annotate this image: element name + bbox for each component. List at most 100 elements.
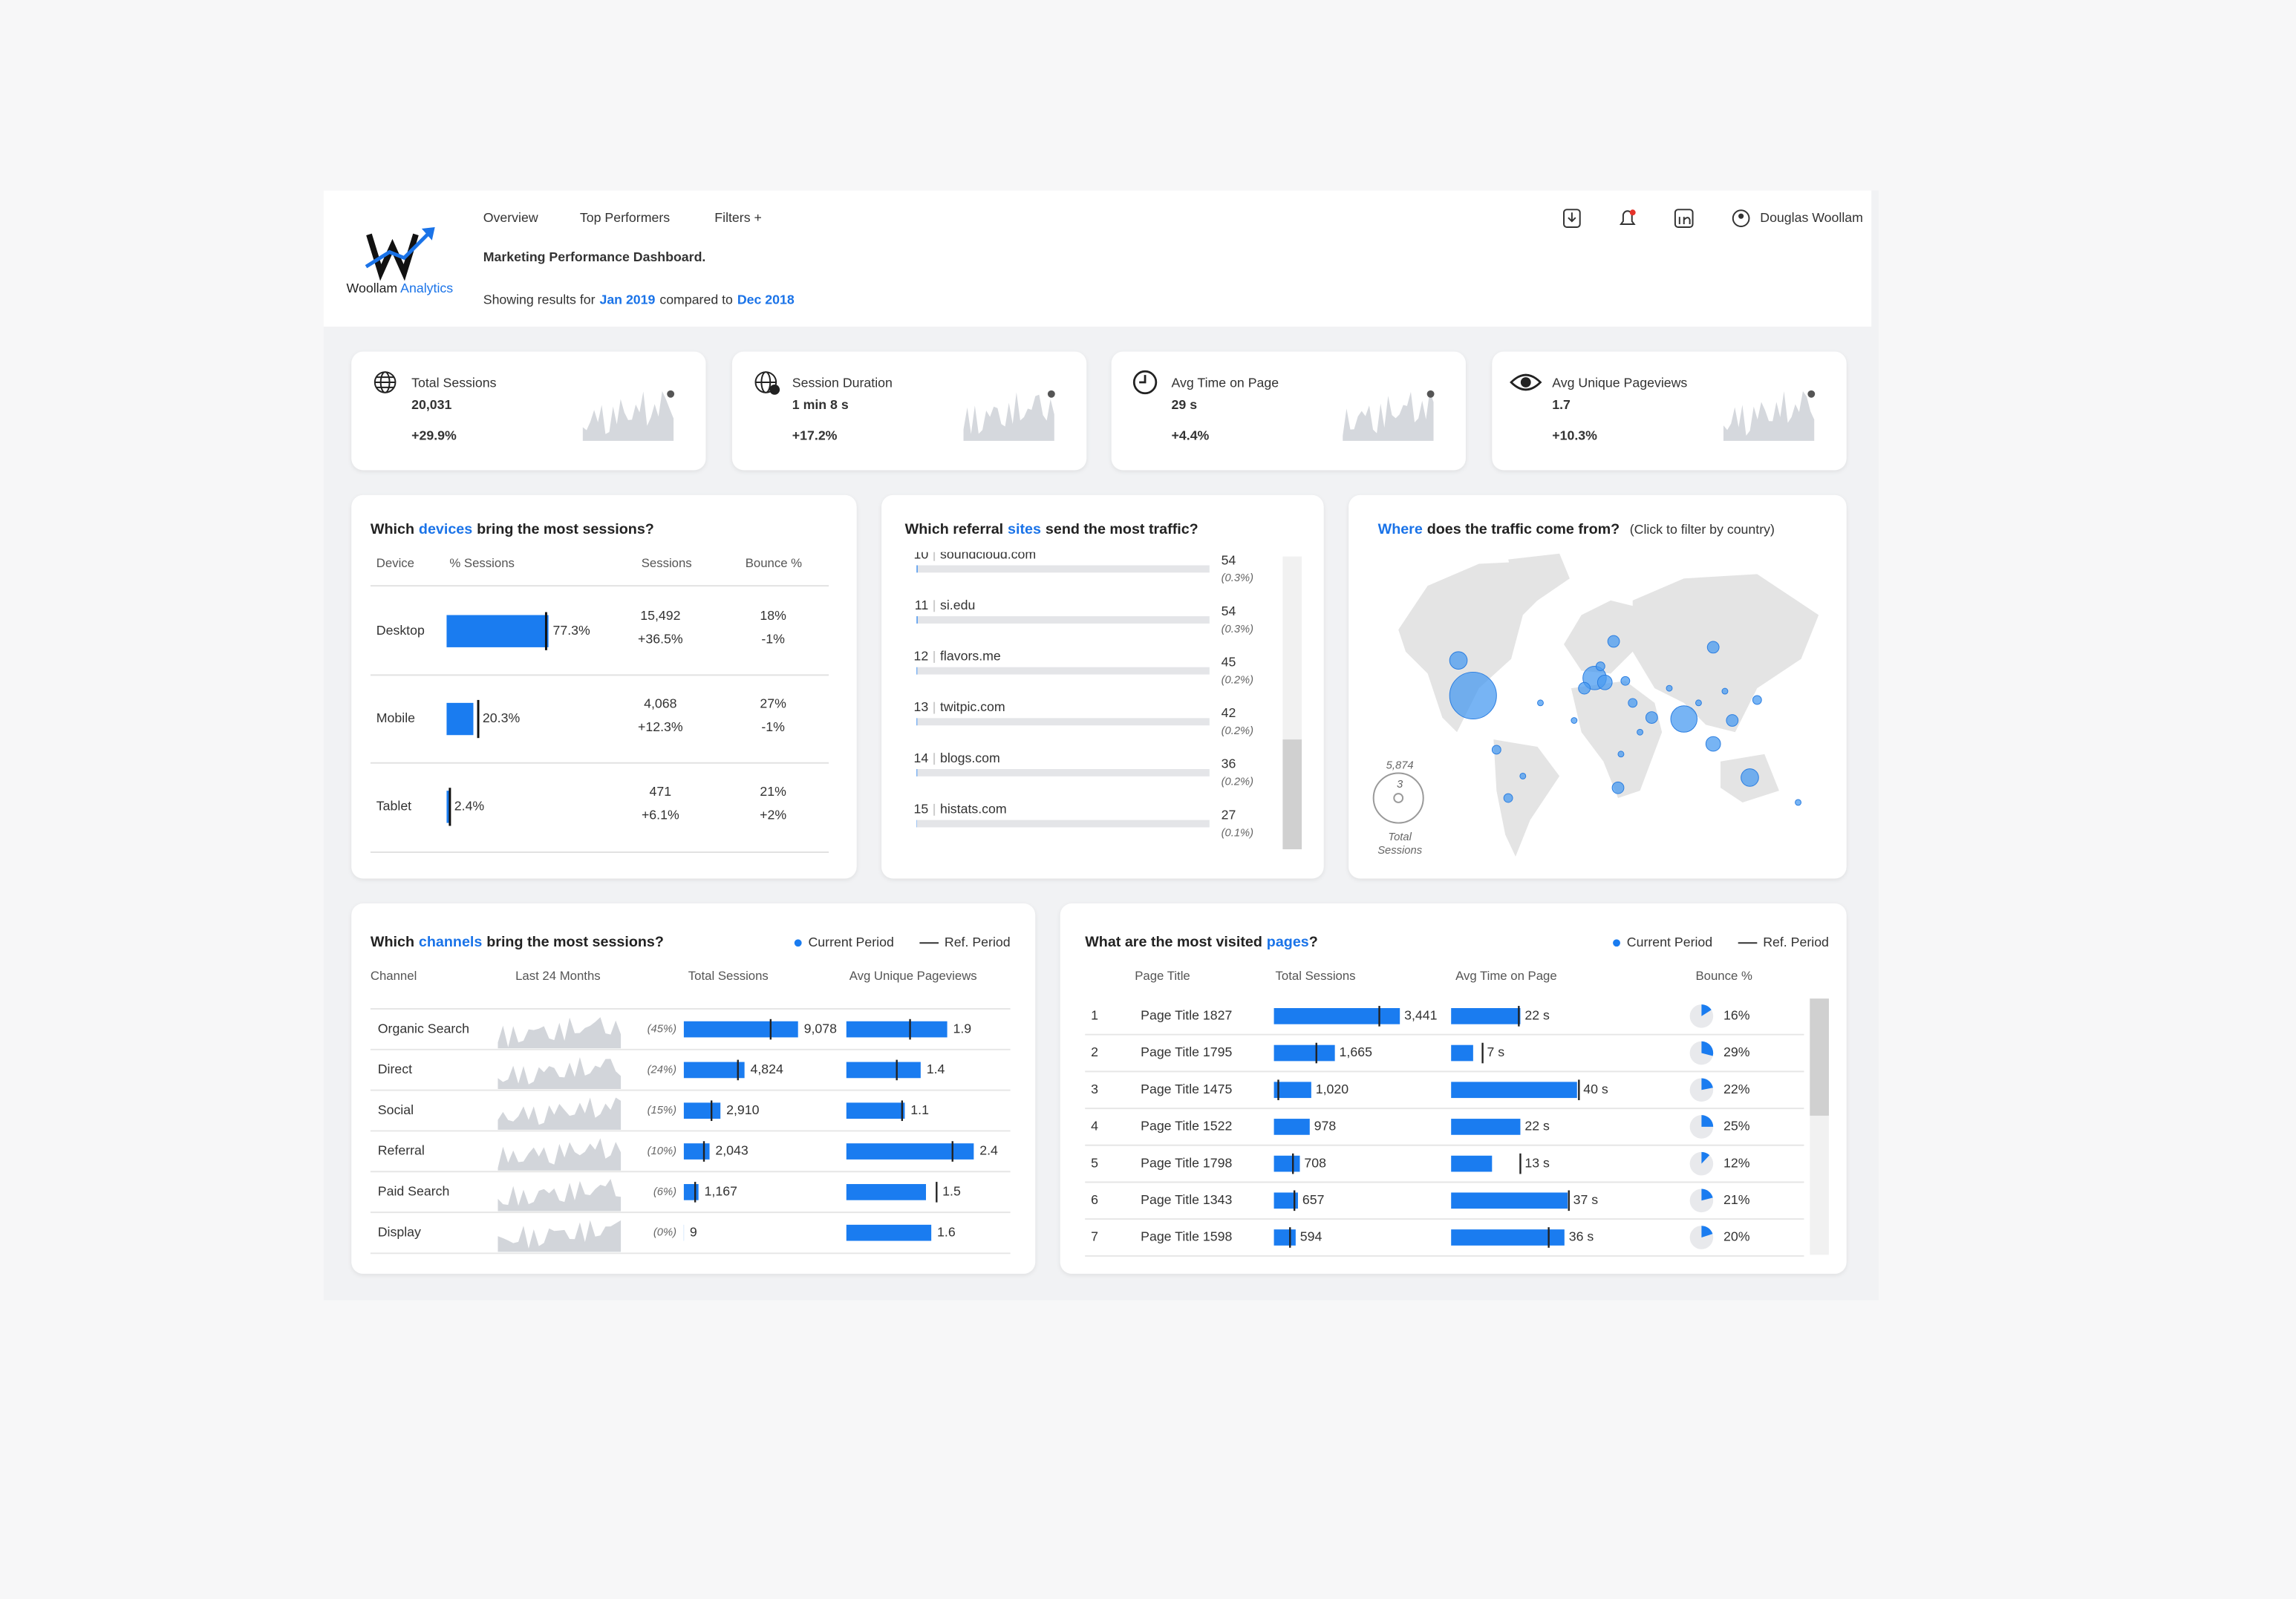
legend-current: Current Period: [809, 935, 894, 949]
column-header: Channel: [371, 969, 417, 983]
country-shape[interactable]: [1632, 574, 1819, 733]
bar-track: [916, 667, 1210, 675]
country-shape[interactable]: [1571, 681, 1663, 799]
pageviews-label: 1.1: [910, 1102, 929, 1117]
site-name: blogs.com: [940, 751, 1000, 765]
country-bubble[interactable]: [1519, 773, 1527, 779]
kpi-sparkline: [1723, 390, 1815, 441]
country-bubble[interactable]: [1620, 676, 1631, 686]
page-title: Page Title 1598: [1141, 1229, 1232, 1244]
channel-sparkline: [498, 1057, 622, 1090]
share-label: (45%): [648, 1024, 676, 1036]
country-bubble[interactable]: [1795, 799, 1801, 806]
time-bar: [1451, 1119, 1521, 1135]
nav-item[interactable]: Top Performers: [580, 210, 670, 225]
time-bar-label: 22 s: [1524, 1008, 1550, 1023]
share-label: (0.2%): [1222, 776, 1254, 788]
share-label: (15%): [648, 1105, 676, 1116]
kpi-value: 1 min 8 s: [792, 397, 849, 412]
rank: 14: [913, 751, 928, 765]
subtitle-reference: Dec 2018: [737, 292, 795, 307]
scrollbar-thumb[interactable]: [1282, 739, 1302, 850]
bounce-label: 12%: [1723, 1155, 1750, 1170]
country-shape[interactable]: [1508, 553, 1570, 601]
rank: 13: [913, 699, 928, 714]
country-bubble[interactable]: [1537, 699, 1544, 707]
channels-title: Which channels bring the most sessions?: [371, 934, 664, 950]
country-bubble[interactable]: [1721, 687, 1729, 695]
country-shape[interactable]: [1564, 600, 1640, 674]
country-bubble[interactable]: [1666, 684, 1673, 692]
country-shape[interactable]: [1493, 739, 1560, 857]
country-bubble[interactable]: [1607, 635, 1620, 648]
country-bubble[interactable]: [1705, 736, 1721, 752]
title-accent: Where: [1378, 521, 1423, 537]
kpi-icon: [1132, 370, 1158, 395]
rank: 4: [1091, 1119, 1098, 1134]
country-bubble[interactable]: [1752, 695, 1762, 705]
country-bubble[interactable]: [1637, 728, 1644, 736]
channel-name: Social: [378, 1102, 414, 1117]
country-bubble[interactable]: [1670, 705, 1697, 733]
column-header: Device: [376, 556, 414, 570]
title-prefix: What are the most visited: [1085, 934, 1262, 950]
share-bar: [916, 616, 918, 624]
title-accent: devices: [419, 521, 472, 537]
user-name[interactable]: Douglas Woollam: [1760, 210, 1863, 225]
column-header: Bounce %: [1696, 969, 1752, 983]
pages-title: What are the most visited pages?: [1085, 934, 1318, 950]
country-bubble[interactable]: [1617, 751, 1625, 758]
rank: 2: [1091, 1044, 1098, 1059]
country-bubble[interactable]: [1741, 768, 1759, 787]
country-bubble[interactable]: [1571, 717, 1578, 724]
country-bubble[interactable]: [1578, 681, 1591, 695]
country-bubble[interactable]: [1628, 698, 1638, 708]
map-hint[interactable]: (Click to filter by country): [1630, 522, 1775, 537]
kpi-icon: [754, 371, 780, 395]
sessions-bar-label: 708: [1304, 1155, 1326, 1170]
kpi-sparkline: [582, 390, 674, 441]
country-bubble[interactable]: [1449, 671, 1497, 720]
sessions-label: 2,043: [715, 1143, 749, 1158]
country-bubble[interactable]: [1503, 793, 1513, 803]
country-bubble[interactable]: [1611, 781, 1625, 794]
channel-name: Direct: [378, 1062, 412, 1076]
notification-icon[interactable]: [1619, 209, 1636, 226]
logo-text: Woollam Analytics: [347, 280, 454, 295]
rank: 3: [1091, 1082, 1098, 1096]
title-suffix: does the traffic come from?: [1427, 521, 1620, 537]
country-bubble[interactable]: [1706, 641, 1720, 654]
nav-item[interactable]: Overview: [483, 210, 538, 225]
sessions-value: 54: [1222, 604, 1236, 618]
rank: 11: [915, 598, 928, 612]
bar-track: [916, 616, 1210, 624]
scrollbar-thumb[interactable]: [1810, 998, 1829, 1116]
sessions-label: 4,824: [751, 1062, 784, 1076]
time-bar: [1451, 1155, 1493, 1172]
user-icon[interactable]: [1732, 209, 1750, 227]
site-name: si.edu: [940, 598, 975, 612]
sessions-value: 54: [1222, 552, 1236, 567]
channel-name: Organic Search: [378, 1021, 469, 1036]
country-bubble[interactable]: [1645, 711, 1658, 724]
sessions-bar-label: 594: [1300, 1229, 1323, 1244]
bounce-label: 20%: [1723, 1229, 1750, 1244]
time-bar-label: 36 s: [1569, 1229, 1594, 1244]
country-bubble[interactable]: [1726, 714, 1739, 727]
download-icon[interactable]: [1563, 209, 1581, 228]
country-bubble[interactable]: [1695, 699, 1702, 707]
kpi-sparkline-end: [1807, 390, 1816, 398]
bar-track: [916, 768, 1210, 776]
country-bubble[interactable]: [1595, 661, 1605, 671]
kpi-value: 29 s: [1172, 397, 1198, 412]
device-name: Desktop: [376, 623, 425, 638]
country-bubble[interactable]: [1491, 745, 1501, 755]
linkedin-icon[interactable]: [1674, 209, 1694, 228]
nav-item[interactable]: Filters +: [714, 210, 762, 225]
kpi-card: [1492, 351, 1847, 471]
country-bubble[interactable]: [1449, 651, 1468, 670]
country-shape[interactable]: [1398, 560, 1553, 733]
page-title: Page Title 1522: [1141, 1119, 1232, 1134]
country-bubble[interactable]: [1597, 674, 1613, 690]
